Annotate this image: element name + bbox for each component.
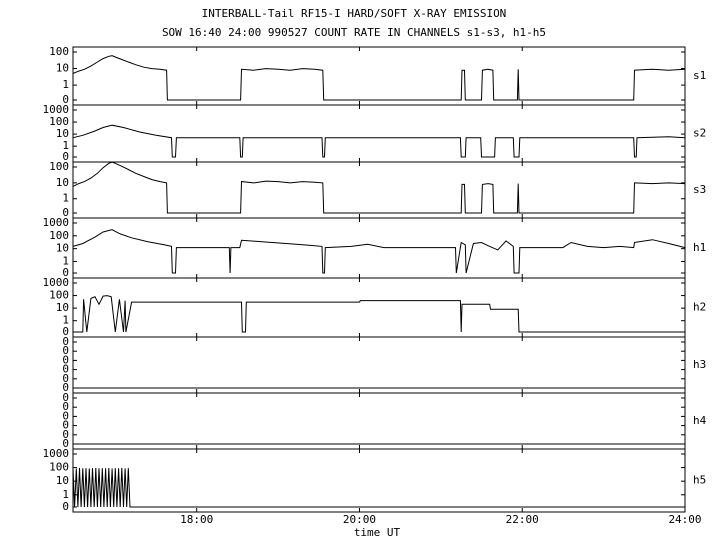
y-tick-label: 0 [62,372,69,385]
y-tick-label: 0 [62,409,69,422]
y-tick-label: 0 [62,344,69,357]
x-tick-label: 18:00 [180,513,213,526]
panel-label: s3 [693,183,706,196]
data-line [72,161,686,214]
panel-label: s1 [693,69,706,82]
y-tick-label: 0 [62,437,69,450]
y-tick-label: 10 [56,62,69,75]
y-tick-label: 1 [62,254,69,267]
panel-label: h4 [693,414,707,427]
x-tick-label: 24:00 [668,513,701,526]
data-line [73,295,685,333]
data-line [72,55,686,101]
y-tick-label: 0 [62,381,69,394]
data-line [72,124,686,158]
y-tick-label: 0 [62,93,69,106]
y-tick-label: 0 [62,325,69,338]
panel-label: h2 [693,301,706,314]
panel-label: h1 [693,241,706,254]
x-axis-label: time UT [354,526,401,539]
y-tick-label: 100 [49,289,69,302]
y-tick-label: 1000 [43,216,70,229]
chart-subtitle: SOW 16:40 24:00 990527 COUNT RATE IN CHA… [162,26,546,39]
y-tick-label: 0 [62,335,69,348]
y-tick-label: 0 [62,206,69,219]
chart-title: INTERBALL-Tail RF15-I HARD/SOFT X-RAY EM… [202,7,507,20]
y-tick-label: 100 [49,160,69,173]
y-tick-label: 100 [49,45,69,58]
panel-label: s2 [693,127,706,140]
y-tick-label: 10 [56,474,69,487]
y-tick-label: 1000 [43,447,70,460]
y-tick-label: 100 [49,461,69,474]
y-tick-label: 0 [62,419,69,432]
y-tick-label: 1 [62,139,69,152]
y-tick-label: 10 [56,176,69,189]
y-tick-label: 1 [62,314,69,327]
data-line [72,467,685,508]
y-tick-label: 100 [49,115,69,128]
y-tick-label: 0 [62,391,69,404]
y-tick-label: 10 [56,301,69,314]
y-tick-label: 1 [62,488,69,501]
panel-label: h3 [693,358,706,371]
panel-frame [72,448,686,513]
data-line [72,229,686,274]
y-tick-label: 10 [56,242,69,255]
panel-label: h5 [693,474,706,487]
y-tick-label: 0 [62,353,69,366]
y-tick-label: 0 [62,400,69,413]
y-tick-label: 0 [62,150,69,163]
y-tick-label: 1000 [43,276,70,289]
y-tick-label: 0 [62,428,69,441]
y-tick-label: 0 [62,363,69,376]
y-tick-label: 0 [62,266,69,279]
y-tick-label: 1 [62,192,69,205]
y-tick-label: 100 [49,229,69,242]
y-tick-label: 10 [56,127,69,140]
x-tick-label: 22:00 [506,513,539,526]
y-tick-label: 1 [62,78,69,91]
y-tick-label: 1000 [43,103,70,116]
x-tick-label: 20:00 [343,513,376,526]
y-tick-label: 0 [62,500,69,513]
